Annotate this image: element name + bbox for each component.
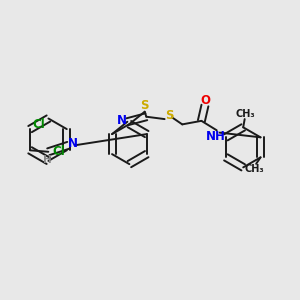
Text: S: S: [140, 99, 149, 112]
Text: Cl: Cl: [32, 118, 45, 131]
Text: CH₃: CH₃: [245, 164, 265, 174]
Text: NH: NH: [206, 130, 226, 143]
Text: N: N: [117, 114, 127, 127]
Text: CH₃: CH₃: [236, 109, 255, 119]
Text: H: H: [43, 155, 52, 165]
Text: S: S: [165, 109, 173, 122]
Text: O: O: [200, 94, 211, 107]
Text: Cl: Cl: [52, 145, 65, 158]
Text: N: N: [68, 137, 78, 150]
